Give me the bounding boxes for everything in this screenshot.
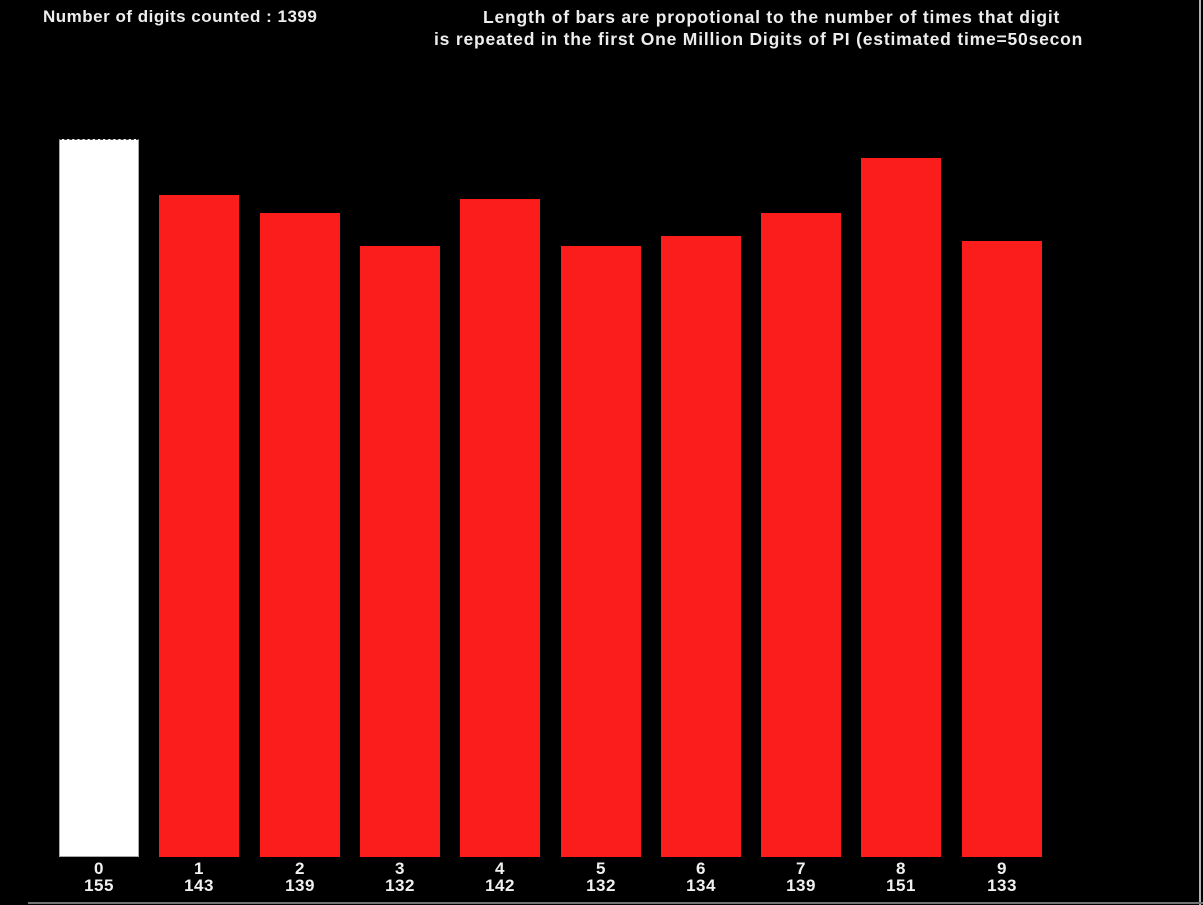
bar-digit-6: [661, 236, 741, 857]
bar-digit-1: [159, 195, 239, 857]
bar-count-label: 139: [285, 876, 315, 895]
bar-label-group-8: 8 151: [861, 860, 941, 894]
bar-digit-label: 4: [495, 859, 505, 878]
window-bottom-border: [28, 902, 1203, 904]
chart-title-line-2: is repeated in the first One Million Dig…: [434, 29, 1084, 49]
bar-digit-4: [460, 199, 540, 857]
bar-label-group-9: 9 133: [962, 860, 1042, 894]
bar-label-group-2: 2 139: [260, 860, 340, 894]
bar-label-group-4: 4 142: [460, 860, 540, 894]
bar-count-label: 155: [84, 876, 114, 895]
bar-count-label: 139: [786, 876, 816, 895]
bar-digit-label: 2: [295, 859, 305, 878]
bar-label-group-0: 0 155: [59, 860, 139, 894]
digit-counter-text: Number of digits counted : 1399: [43, 7, 318, 26]
bar-digit-7: [761, 213, 841, 857]
bar-digit-2: [260, 213, 340, 857]
bar-label-group-6: 6 134: [661, 860, 741, 894]
bar-digit-label: 5: [596, 859, 606, 878]
bar-digit-label: 9: [997, 859, 1007, 878]
bar-label-group-5: 5 132: [561, 860, 641, 894]
bar-count-label: 132: [586, 876, 616, 895]
bar-label-group-3: 3 132: [360, 860, 440, 894]
bar-label-group-7: 7 139: [761, 860, 841, 894]
bar-digit-label: 3: [395, 859, 405, 878]
bar-count-label: 132: [385, 876, 415, 895]
bar-digit-label: 1: [194, 859, 204, 878]
bar-digit-3: [360, 246, 440, 857]
bar-count-label: 143: [184, 876, 214, 895]
bar-digit-label: 0: [94, 859, 104, 878]
bar-count-label: 133: [987, 876, 1017, 895]
bar-digit-label: 6: [696, 859, 706, 878]
bar-count-label: 151: [886, 876, 916, 895]
bar-digit-label: 8: [896, 859, 906, 878]
bar-digit-label: 7: [796, 859, 806, 878]
bar-count-label: 142: [485, 876, 515, 895]
bar-digit-5: [561, 246, 641, 857]
bar-digit-8: [861, 158, 941, 857]
window-right-border: [1199, 0, 1201, 905]
bar-digit-9: [962, 241, 1042, 857]
chart-title-line-1: Length of bars are propotional to the nu…: [483, 7, 1061, 27]
bar-digit-0: [59, 139, 139, 857]
bar-label-group-1: 1 143: [159, 860, 239, 894]
bar-count-label: 134: [686, 876, 716, 895]
